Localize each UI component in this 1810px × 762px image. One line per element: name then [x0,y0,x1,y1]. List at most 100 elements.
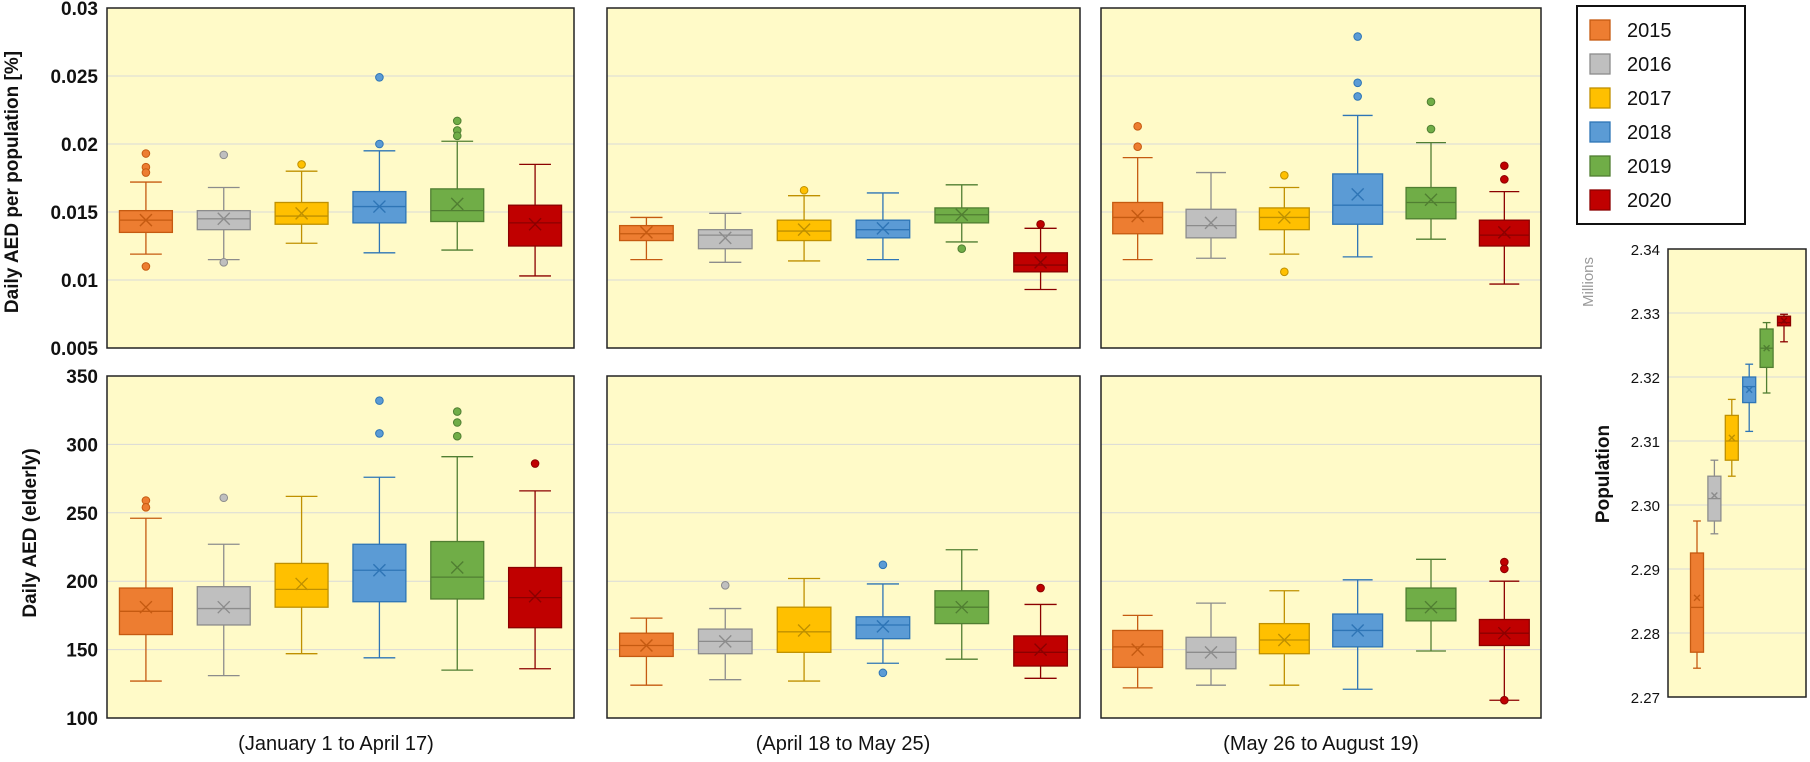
top-panel-1-2016-mean-marker [217,212,231,226]
bottom-panel-3-frame [1100,375,1542,719]
top-panel-3-2020-mean-marker [1497,225,1511,239]
bottom-panel-3-2019-box [1405,587,1457,622]
top-panel-3-2015-mean-marker [1131,209,1145,223]
top-panel-1-2018-outlier-1 [375,73,384,82]
top-panel-1-2017-mean-marker [295,206,309,220]
bottom-panel-3-2015-mean-marker [1131,643,1145,657]
top-panel-2 [606,7,1081,349]
legend-swatch-2020 [1589,189,1611,211]
top-panel-2-2019-outlier-1 [957,244,967,254]
top-panel-2-2017-mean-marker [797,223,811,237]
bottom-panel-3-box-2018 [1332,579,1384,690]
legend-frame [1576,5,1746,225]
population-y-tick-label: 2.34 [1631,242,1660,259]
top-panel-2-box-2015 [618,216,674,261]
bottom-panel-1 [106,375,575,719]
legend-item-2018: 2018 [1589,121,1672,144]
bottom-y-tick-label: 100 [66,709,98,730]
bottom-panel-3-2017-box [1258,622,1310,655]
bottom-panel-2-2020-box [1013,635,1069,667]
population-panel-frame [1667,248,1807,698]
top-panel-3-box-2019 [1405,97,1457,240]
top-panel-1-box-2019 [430,116,485,251]
bottom-panel-3-2020-mean-marker [1497,626,1511,640]
top-panel-3-box-2017 [1258,170,1310,277]
bottom-panel-3-2016-mean-marker [1204,645,1218,659]
bottom-panel-3-2018-mean-marker [1351,623,1365,637]
top-panel-1-frame [106,7,575,349]
bottom-panel-2-box-2015 [618,617,674,686]
top-panel-1-2020-box [507,204,563,247]
bottom-panel-1-2016-box [196,586,251,626]
top-panel-1-box-2020 [507,163,563,277]
legend-item-2016: 2016 [1589,53,1672,76]
bottom-panel-2-background [607,376,1080,718]
population-2020-mean-marker [1780,317,1788,325]
bottom-panel-2-box-2016 [697,581,753,681]
bottom-y-tick-label: 200 [66,572,98,593]
bottom-panel-2-2018-outlier-1 [878,560,888,570]
top-panel-1-2015-outlier-4 [141,262,151,271]
population-y-ticks: 2.27 2.28 2.29 2.30 2.31 2.32 2.33 2.34 [1631,242,1660,707]
top-panel-2-box-2017 [776,185,832,262]
bottom-panel-1-2017-box [274,562,329,608]
bottom-panel-1-2016-mean-marker [217,600,231,614]
population-2019-mean-marker [1763,344,1771,352]
top-panel-1-2015-outlier-2 [141,168,151,177]
legend-swatch-2016 [1589,53,1611,75]
bottom-panel-2 [606,375,1081,719]
top-panel-1-2019-outlier-3 [452,131,462,141]
top-panel-1-2019-outlier-1 [452,116,462,126]
top-panel-2-2016-mean-marker [718,231,732,245]
period-label-3: (May 26 to August 19) [1223,733,1419,755]
population-box-2016 [1707,459,1722,535]
period-label-2: (April 18 to May 25) [756,733,931,755]
legend: 2015 2016 2017 2018 2019 2020 [1576,5,1746,225]
bottom-panel-1-frame [106,375,575,719]
bottom-panel-3 [1100,375,1542,719]
bottom-y-tick-label: 300 [66,435,98,456]
top-panel-1-2020-mean-marker [528,217,542,231]
top-panel-1-2015-outlier-3 [141,149,151,158]
top-panel-2-2015-mean-marker [639,225,653,239]
top-panel-2-background [607,8,1080,348]
top-panel-1-2019-box [430,188,485,223]
bottom-panel-2-2019-mean-marker [955,600,969,614]
top-panel-1-2018-outlier-2 [375,139,384,149]
top-panel-3-box-2020 [1478,161,1530,285]
top-panel-2-2020-outlier-1 [1036,219,1045,229]
bottom-panel-2-2020-mean-marker [1034,643,1048,657]
bottom-panel-1-2019-outlier-3 [452,431,462,441]
population-2015-mean-marker [1693,594,1701,602]
bottom-panel-1-2018-outlier-2 [375,429,384,438]
legend-label-2018: 2018 [1627,122,1672,144]
population-units-label: Millions [1580,257,1597,307]
top-panel-3-2019-box [1405,186,1457,220]
bottom-y-ticks: 100 150 200 250 300 350 [66,367,98,730]
top-panel-3-frame [1100,7,1542,349]
bottom-panel-1-2017-mean-marker [295,577,309,591]
top-panel-2-2018-mean-marker [876,221,890,235]
top-panel-3-2018-box [1332,173,1384,225]
bottom-panel-1-background [107,376,574,718]
bottom-panel-1-2015-outlier-2 [141,503,151,512]
population-box-2015 [1689,520,1705,669]
bottom-panel-1-box-2016 [196,493,251,677]
top-y-tick-label: 0.01 [61,271,98,292]
top-panel-2-box-2018 [855,192,911,261]
top-panel-3-2018-outlier-2 [1353,78,1362,88]
top-panel-2-box-2016 [697,212,753,263]
bottom-panel-3-box-2016 [1185,602,1237,686]
bottom-panel-1-box-2020 [507,459,563,670]
legend-label-2016: 2016 [1627,54,1672,76]
top-y-tick-label: 0.02 [61,135,98,156]
bottom-panel-2-box-2019 [934,549,990,660]
bottom-panel-3-2017-mean-marker [1277,633,1291,647]
top-panel-1 [106,7,575,349]
bottom-panel-1-box-2019 [430,407,485,671]
top-panel-3-2020-outlier-2 [1500,175,1509,184]
bottom-panel-2-2016-mean-marker [718,634,732,648]
top-panel-3-box-2015 [1112,122,1164,261]
top-panel-1-box-2016 [196,150,251,267]
